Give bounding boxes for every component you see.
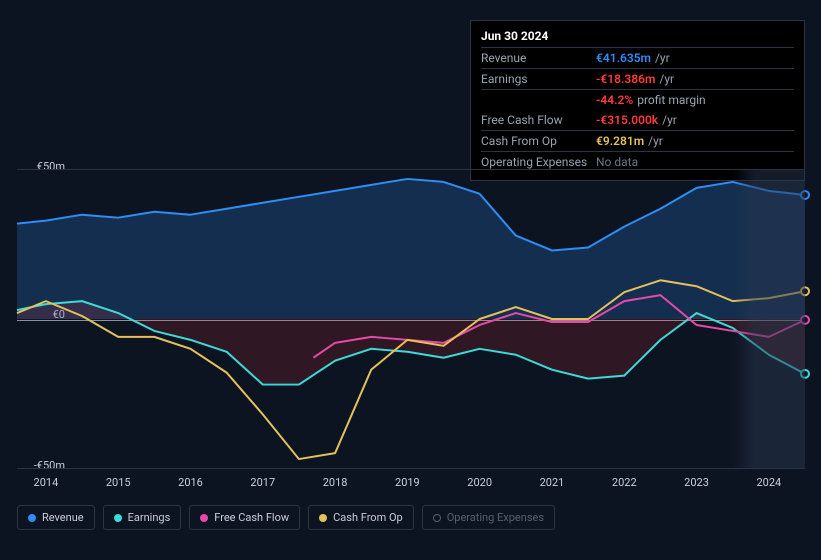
tooltip-row: Revenue€41.635m/yr: [481, 47, 794, 68]
tooltip-row-unit: /yr: [648, 134, 663, 148]
tooltip-row-unit: /yr: [662, 113, 677, 127]
tooltip-row: Free Cash Flow-€315.000k/yr: [481, 110, 794, 130]
legend-marker-icon: [28, 514, 36, 522]
legend-marker-icon: [114, 514, 122, 522]
tooltip-row-value: €41.635m: [596, 51, 651, 65]
xtick: 2024: [756, 476, 781, 489]
legend-label: Revenue: [42, 511, 84, 524]
financial-chart: €50m €0 -€50m 20142015201620172018201920…: [17, 160, 805, 510]
xtick: 2014: [34, 476, 59, 489]
series-fill-revenue: [17, 179, 805, 319]
legend-label: Free Cash Flow: [214, 511, 289, 524]
tooltip-date: Jun 30 2024: [481, 29, 794, 47]
tooltip-row: Cash From Op€9.281m/yr: [481, 130, 794, 151]
tooltip-row-label: Free Cash Flow: [481, 113, 596, 127]
tooltip-row-value: -€18.386m: [596, 72, 655, 86]
plot-area[interactable]: [17, 169, 805, 469]
legend-item-revenue[interactable]: Revenue: [17, 505, 95, 530]
legend-label: Cash From Op: [333, 511, 403, 524]
tooltip-row: -44.2% profit margin: [481, 89, 794, 110]
xtick: 2016: [178, 476, 203, 489]
xtick: 2017: [250, 476, 275, 489]
legend: Revenue Earnings Free Cash Flow Cash From O…: [17, 505, 555, 530]
tooltip-row-value: -€315.000k: [596, 113, 658, 127]
xtick: 2015: [106, 476, 131, 489]
tooltip-row: Earnings-€18.386m/yr: [481, 68, 794, 89]
legend-label: Earnings: [128, 511, 171, 524]
legend-item-free-cash-flow[interactable]: Free Cash Flow: [189, 505, 300, 530]
xtick: 2023: [684, 476, 709, 489]
tooltip-row-value: -44.2%: [596, 93, 633, 107]
tooltip-row-unit: profit margin: [637, 93, 705, 107]
xtick: 2019: [395, 476, 420, 489]
series-marker-free-cash-flow: [801, 316, 809, 324]
tooltip-row-unit: /yr: [659, 72, 674, 86]
tooltip-row-unit: /yr: [655, 51, 670, 65]
series-marker-cash-from-op: [801, 287, 809, 295]
tooltip-row-label: [481, 93, 596, 107]
xtick: 2021: [540, 476, 565, 489]
legend-item-earnings[interactable]: Earnings: [103, 505, 182, 530]
legend-item-cash-from-op[interactable]: Cash From Op: [308, 505, 414, 530]
legend-marker-icon: [200, 514, 208, 522]
tooltip-row-label: Revenue: [481, 51, 596, 65]
legend-marker-icon: [319, 514, 327, 522]
xtick: 2022: [612, 476, 637, 489]
legend-marker-icon: [433, 514, 441, 522]
xtick: 2018: [323, 476, 348, 489]
hover-tooltip: Jun 30 2024 Revenue€41.635m/yrEarnings-€…: [470, 20, 805, 181]
tooltip-row-label: Earnings: [481, 72, 596, 86]
legend-item-operating-expenses[interactable]: Operating Expenses: [422, 505, 555, 530]
xtick: 2020: [467, 476, 492, 489]
tooltip-row-value: €9.281m: [596, 134, 644, 148]
series-marker-earnings: [801, 370, 809, 378]
series-marker-revenue: [801, 191, 809, 199]
tooltip-row-label: Cash From Op: [481, 134, 596, 148]
legend-label: Operating Expenses: [447, 511, 544, 524]
